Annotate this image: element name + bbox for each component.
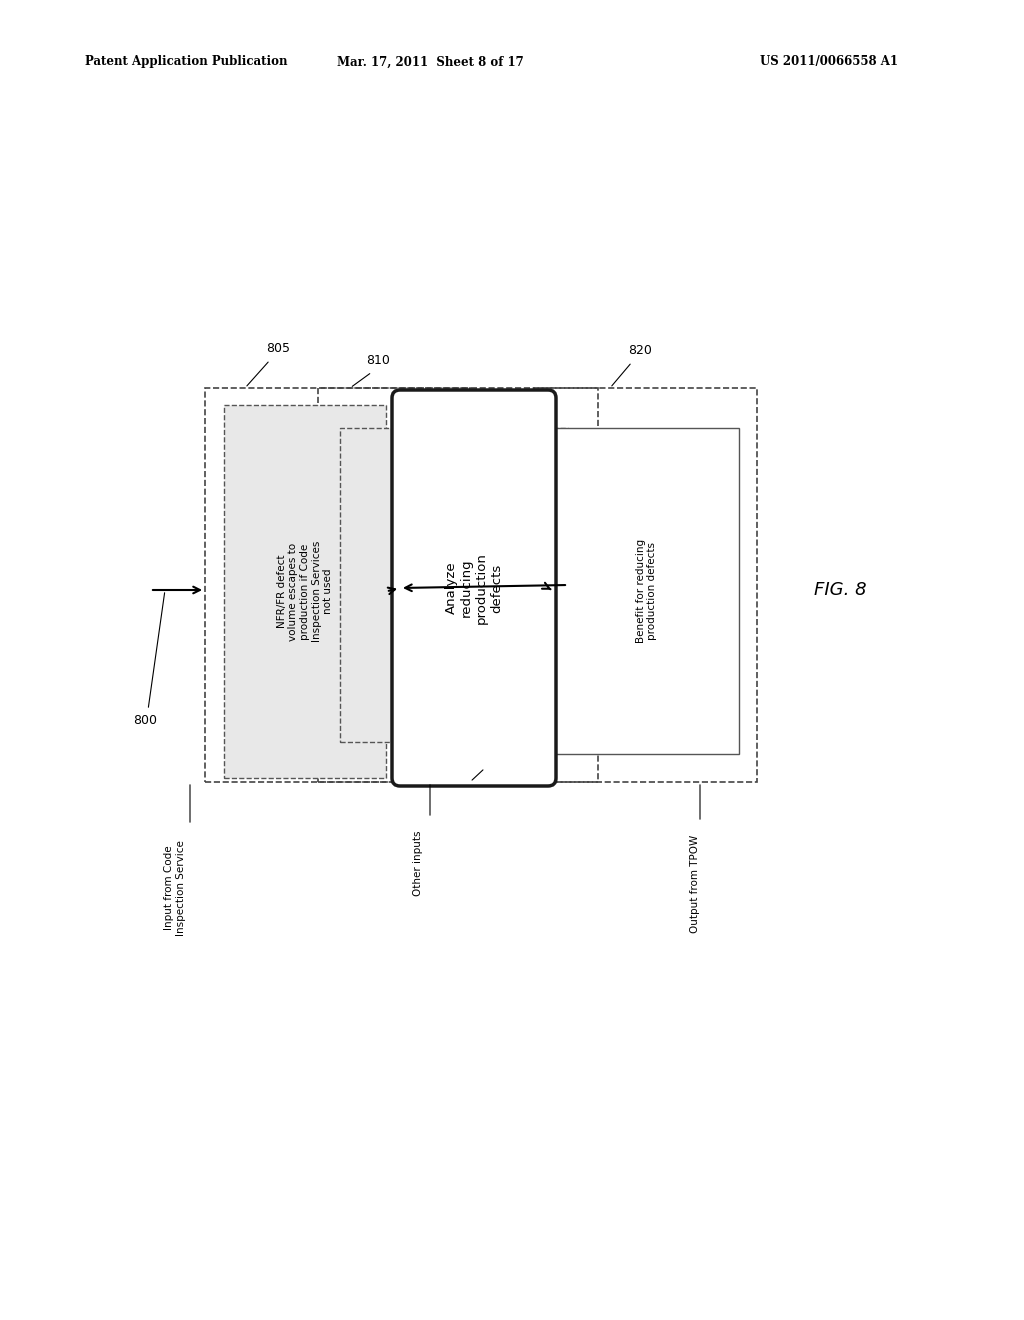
Text: NFR/FR defect
volume escapes to
production if Code
Inspection Services
not used: NFR/FR defect volume escapes to producti… — [276, 541, 333, 643]
FancyBboxPatch shape — [392, 389, 556, 785]
Text: Output from TPOW: Output from TPOW — [690, 836, 700, 933]
Text: US 2011/0066558 A1: US 2011/0066558 A1 — [760, 55, 898, 69]
Bar — [205, 388, 470, 781]
Bar — [554, 428, 739, 754]
Bar — [340, 428, 568, 742]
Text: Average business cost
for each defect escaped
to field: Average business cost for each defect es… — [437, 521, 471, 648]
Text: Input from Code
Inspection Service: Input from Code Inspection Service — [164, 840, 185, 936]
Text: Analyze
reducing
production
defects: Analyze reducing production defects — [445, 552, 503, 624]
Text: Mar. 17, 2011  Sheet 8 of 17: Mar. 17, 2011 Sheet 8 of 17 — [337, 55, 523, 69]
Text: 810: 810 — [366, 354, 390, 367]
Text: 800: 800 — [133, 714, 157, 726]
Text: 815: 815 — [478, 754, 502, 767]
Text: 805: 805 — [266, 342, 290, 355]
Bar — [224, 405, 386, 777]
Bar — [534, 388, 757, 781]
Text: FIG. 8: FIG. 8 — [814, 581, 866, 599]
Text: Patent Application Publication: Patent Application Publication — [85, 55, 288, 69]
Text: Other inputs: Other inputs — [413, 830, 423, 895]
Bar — [318, 388, 598, 781]
Text: 820: 820 — [628, 343, 652, 356]
Text: Benefit for reducing
production defects: Benefit for reducing production defects — [636, 539, 657, 643]
